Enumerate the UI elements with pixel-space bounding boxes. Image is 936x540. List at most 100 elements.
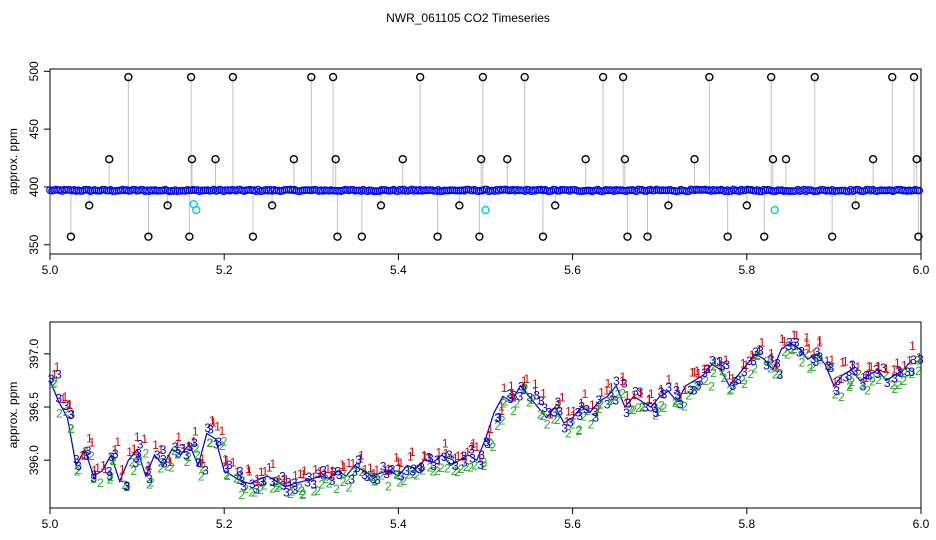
flagged-point: [475, 232, 484, 241]
point-label-1: 1: [648, 387, 655, 401]
point-label-3: 3: [416, 462, 423, 476]
point-label-2: 2: [710, 359, 717, 373]
point-label-3: 3: [896, 364, 903, 378]
point-label-2: 2: [635, 401, 642, 415]
point-label-3: 3: [730, 379, 737, 393]
point-label-3: 3: [160, 443, 167, 457]
point-label-3: 3: [909, 365, 916, 379]
point-label-2: 2: [799, 355, 806, 369]
point-label-3: 3: [814, 345, 821, 359]
flagged-point: [643, 232, 652, 241]
point-label-1: 1: [909, 339, 916, 353]
point-label-2: 2: [174, 447, 181, 461]
point-label-1: 1: [740, 356, 747, 370]
point-label-1: 1: [895, 365, 902, 379]
point-label-3: 3: [107, 469, 114, 483]
point-label-3: 3: [380, 460, 387, 474]
point-label-2: 2: [76, 463, 83, 477]
point-label-3: 3: [673, 384, 680, 398]
point-label-3: 3: [434, 453, 441, 467]
point-label-3: 3: [63, 399, 70, 413]
point-label-3: 3: [329, 474, 336, 488]
point-label-3: 3: [187, 440, 194, 454]
point-label-2: 2: [914, 354, 921, 368]
point-label-1: 1: [891, 363, 898, 377]
point-label-3: 3: [146, 472, 153, 486]
point-label-2: 2: [909, 367, 916, 381]
flagged-point: [618, 72, 628, 82]
point-label-2: 2: [289, 484, 296, 498]
point-label-1: 1: [79, 449, 86, 463]
point-label-2: 2: [772, 367, 779, 381]
x-tick-label: 5.6: [564, 517, 581, 531]
point-label-1: 1: [726, 368, 733, 382]
point-label-1: 1: [111, 443, 118, 457]
point-label-2: 2: [741, 377, 748, 391]
point-label-2: 2: [82, 444, 89, 458]
point-label-1: 1: [254, 474, 261, 488]
point-label-2: 2: [158, 455, 165, 469]
point-label-2: 2: [891, 382, 898, 396]
point-label-1: 1: [824, 354, 831, 368]
point-label-1: 1: [51, 367, 58, 381]
point-label-3: 3: [506, 387, 513, 401]
point-label-3: 3: [135, 446, 142, 460]
point-label-2: 2: [67, 422, 74, 436]
y-tick-label: 500: [27, 61, 41, 81]
point-label-1: 1: [498, 404, 505, 418]
point-label-2: 2: [481, 459, 488, 473]
point-label-3: 3: [280, 479, 287, 493]
point-label-1: 1: [723, 353, 730, 367]
point-label-2: 2: [90, 472, 97, 486]
point-label-2: 2: [451, 464, 458, 478]
point-label-3: 3: [917, 352, 924, 366]
point-label-1: 1: [772, 361, 779, 375]
flagged-point: [185, 232, 194, 241]
point-label-2: 2: [434, 464, 441, 478]
point-label-3: 3: [452, 459, 459, 473]
point-label-1: 1: [442, 436, 449, 450]
point-label-1: 1: [691, 365, 698, 379]
point-label-2: 2: [168, 461, 175, 475]
point-label-1: 1: [875, 360, 882, 374]
point-label-3: 3: [236, 469, 243, 483]
point-label-3: 3: [891, 371, 898, 385]
point-label-1: 1: [67, 398, 74, 412]
flagged-point: [742, 201, 751, 210]
point-label-2: 2: [206, 436, 213, 450]
point-label-2: 2: [352, 465, 359, 479]
point-label-2: 2: [276, 480, 283, 494]
point-label-2: 2: [575, 424, 582, 438]
point-label-3: 3: [441, 450, 448, 464]
point-label-3: 3: [785, 339, 792, 353]
point-label-1: 1: [816, 336, 823, 350]
point-label-3: 3: [133, 451, 140, 465]
point-label-2: 2: [56, 407, 63, 421]
point-label-3: 3: [763, 358, 770, 372]
point-label-3: 3: [642, 400, 649, 414]
point-label-1: 1: [310, 470, 317, 484]
point-label-3: 3: [112, 447, 119, 461]
point-label-1: 1: [192, 425, 199, 439]
point-label-1: 1: [396, 461, 403, 475]
point-label-2: 2: [146, 477, 153, 491]
point-label-1: 1: [436, 453, 443, 467]
point-label-2: 2: [52, 376, 59, 390]
point-label-3: 3: [213, 437, 220, 451]
x-tick-label: 5.4: [390, 263, 407, 277]
point-label-2: 2: [344, 473, 351, 487]
point-label-1: 1: [59, 392, 66, 406]
point-label-2: 2: [157, 462, 164, 476]
point-label-3: 3: [604, 398, 611, 412]
point-label-1: 1: [716, 355, 723, 369]
point-label-2: 2: [298, 484, 305, 498]
point-label-1: 1: [806, 342, 813, 356]
trace-line: [49, 342, 913, 488]
point-label-2: 2: [789, 343, 796, 357]
point-label-2: 2: [864, 383, 871, 397]
point-label-2: 2: [591, 410, 598, 424]
point-label-2: 2: [626, 402, 633, 416]
point-label-2: 2: [124, 480, 131, 494]
point-label-3: 3: [608, 389, 615, 403]
point-label-2: 2: [803, 346, 810, 360]
